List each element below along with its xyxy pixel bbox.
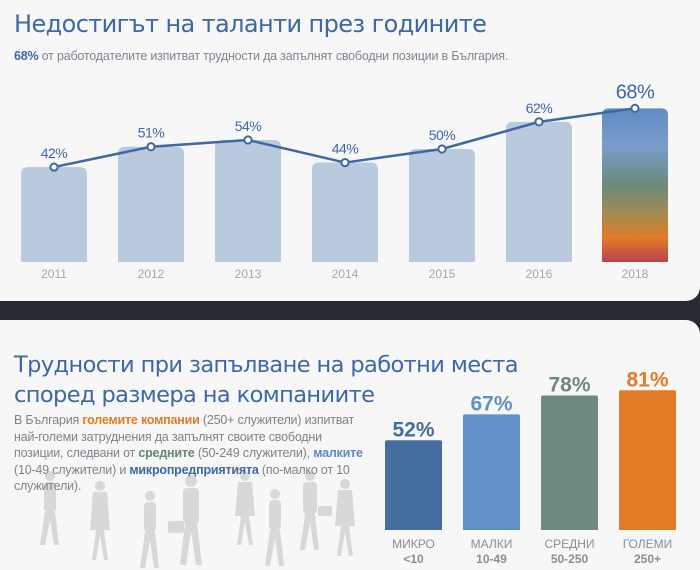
data-label: 68%: [616, 81, 655, 103]
bar-2018: [602, 108, 668, 262]
category-sublabel: 250+: [634, 552, 661, 566]
company-size-description: В България големите компании (250+ служи…: [14, 412, 364, 495]
trend-point: [243, 135, 253, 145]
x-tick-label: 2011: [41, 267, 67, 281]
data-label: 54%: [235, 118, 262, 134]
paragraph-highlight: средните: [138, 446, 195, 460]
trend-point: [630, 103, 640, 113]
category-label: МАЛКИ: [471, 537, 513, 551]
bar-средни: [541, 395, 598, 530]
data-label: 78%: [548, 373, 590, 396]
category-sublabel: <10: [403, 552, 424, 566]
trend-point: [437, 144, 447, 154]
company-size-panel: Трудности при запълване на работни места…: [0, 320, 700, 570]
paragraph-text: (250+ служители) изпитват най-големи зат…: [14, 413, 355, 460]
paragraph-highlight: големите компании: [82, 413, 200, 427]
bar-2015: [409, 149, 475, 262]
paragraph-highlight: малките: [313, 446, 363, 460]
x-tick-label: 2018: [622, 267, 649, 281]
subtitle-highlight-value: 68%: [14, 49, 39, 63]
title-line-1: Трудности при запълване на работни места: [14, 352, 519, 378]
category-label: ГОЛЕМИ: [623, 537, 673, 551]
bar-малки: [463, 414, 520, 530]
data-label: 67%: [470, 392, 512, 415]
trend-point: [340, 157, 350, 168]
x-tick-label: 2015: [429, 267, 456, 281]
paragraph-text: (по-малко от 10 служители).: [14, 462, 350, 494]
x-tick-label: 2014: [332, 267, 359, 281]
data-label: 42%: [41, 145, 68, 161]
bar-2012: [118, 146, 184, 262]
data-label: 52%: [392, 418, 434, 441]
trend-point: [49, 162, 59, 172]
category-label: МИКРО: [392, 537, 435, 551]
trend-point: [146, 142, 156, 152]
section-title-company-size: Трудности при запълване на работни места…: [14, 350, 519, 410]
category-label: СРЕДНИ: [544, 537, 594, 551]
bar-големи: [619, 390, 676, 530]
bar-2011: [21, 167, 87, 262]
bar-2014: [312, 162, 378, 262]
talent-shortage-panel: Недостигът на таланти през годините 68% …: [0, 0, 700, 301]
data-label: 81%: [626, 368, 668, 391]
section-title-talent-shortage: Недостигът на таланти през годините: [14, 10, 487, 38]
data-label: 62%: [526, 100, 553, 116]
data-label: 51%: [138, 125, 165, 141]
paragraph-highlight: микропредприятията: [129, 462, 259, 477]
data-label: 50%: [429, 127, 456, 143]
paragraph-text: (10-49 служители) и: [14, 462, 130, 477]
yearly-shortage-chart: 2011 42% 2012 51% 2013 54% 2014 44% 2015 50% 2016 6…: [21, 81, 668, 281]
bar-микро: [385, 440, 442, 530]
x-tick-label: 2013: [235, 267, 262, 281]
trend-point: [534, 117, 544, 127]
section-subtitle: 68% от работодателите изпитват трудности…: [14, 49, 508, 63]
category-sublabel: 10-49: [476, 552, 507, 566]
title-line-2: според размера на компаниите: [14, 382, 375, 408]
category-sublabel: 50-250: [551, 552, 589, 566]
paragraph-text: (50-249 служители),: [194, 446, 314, 460]
x-tick-label: 2012: [138, 267, 165, 281]
x-tick-label: 2016: [526, 267, 553, 281]
walking-people-illustration: [40, 471, 355, 568]
subtitle-text: от работодателите изпитват трудности да …: [38, 49, 509, 63]
paragraph-text: В България: [14, 413, 83, 427]
data-label: 44%: [332, 141, 359, 157]
bar-2016: [506, 121, 572, 262]
bar-2013: [215, 139, 281, 262]
